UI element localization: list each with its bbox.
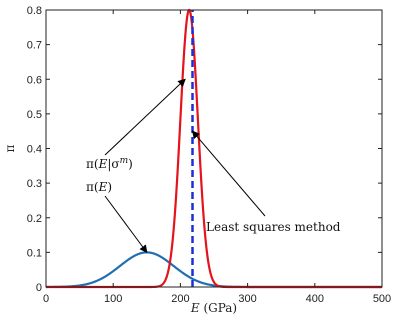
annotation-arrow-least-squares (191, 130, 266, 217)
x-tick-label: 0 (43, 293, 49, 305)
x-axis-label-unit: (GPa) (200, 301, 237, 315)
posterior-label-part: E (98, 157, 108, 171)
x-tick-label: 200 (171, 293, 189, 305)
prior-label-part: ) (107, 180, 112, 194)
x-tick-label: 500 (373, 293, 391, 305)
plot-area (46, 8, 382, 289)
annotation-arrow-posterior (104, 78, 186, 156)
x-axis-label: E (GPa) (190, 301, 237, 315)
annotation-prior-label: π(E) (86, 180, 112, 194)
axes-box (45, 9, 383, 288)
y-axis: 0 0.1 0.2 0.3 0.4 0.5 0.6 0.7 0.8 (27, 5, 382, 294)
annotations: π(E|σm) π(E) Least squares method (86, 78, 341, 254)
annotation-least-squares-label: Least squares method (206, 220, 341, 234)
x-tick-label: 100 (104, 293, 122, 305)
y-tick-label: 0.8 (27, 5, 42, 17)
posterior-label-part: ) (128, 157, 133, 171)
prior-label-part: π( (86, 180, 99, 194)
y-axis-label: π (3, 144, 17, 152)
annotation-posterior-label: π(E|σm) (86, 156, 133, 171)
annotation-arrow-prior (104, 195, 148, 254)
y-tick-label: 0.5 (27, 109, 42, 121)
y-tick-label: 0.6 (27, 74, 42, 86)
y-tick-label: 0 (36, 282, 42, 294)
y-tick-label: 0.2 (27, 213, 42, 225)
y-tick-label: 0.3 (27, 178, 42, 190)
y-tick-label: 0.1 (27, 247, 42, 259)
x-tick-label: 400 (306, 293, 324, 305)
posterior-label-part: |σ (107, 157, 119, 171)
y-tick-label: 0.4 (27, 144, 42, 156)
x-axis-label-symbol: E (190, 301, 200, 315)
posterior-label-part: π( (86, 157, 99, 171)
series-line-1 (46, 8, 382, 289)
y-tick-label: 0.7 (27, 40, 42, 52)
x-axis: 0 100 200 300 400 500 (43, 10, 391, 305)
posterior-label-superscript: m (120, 156, 129, 166)
prior-label-part: E (98, 180, 108, 194)
x-tick-label: 300 (238, 293, 256, 305)
